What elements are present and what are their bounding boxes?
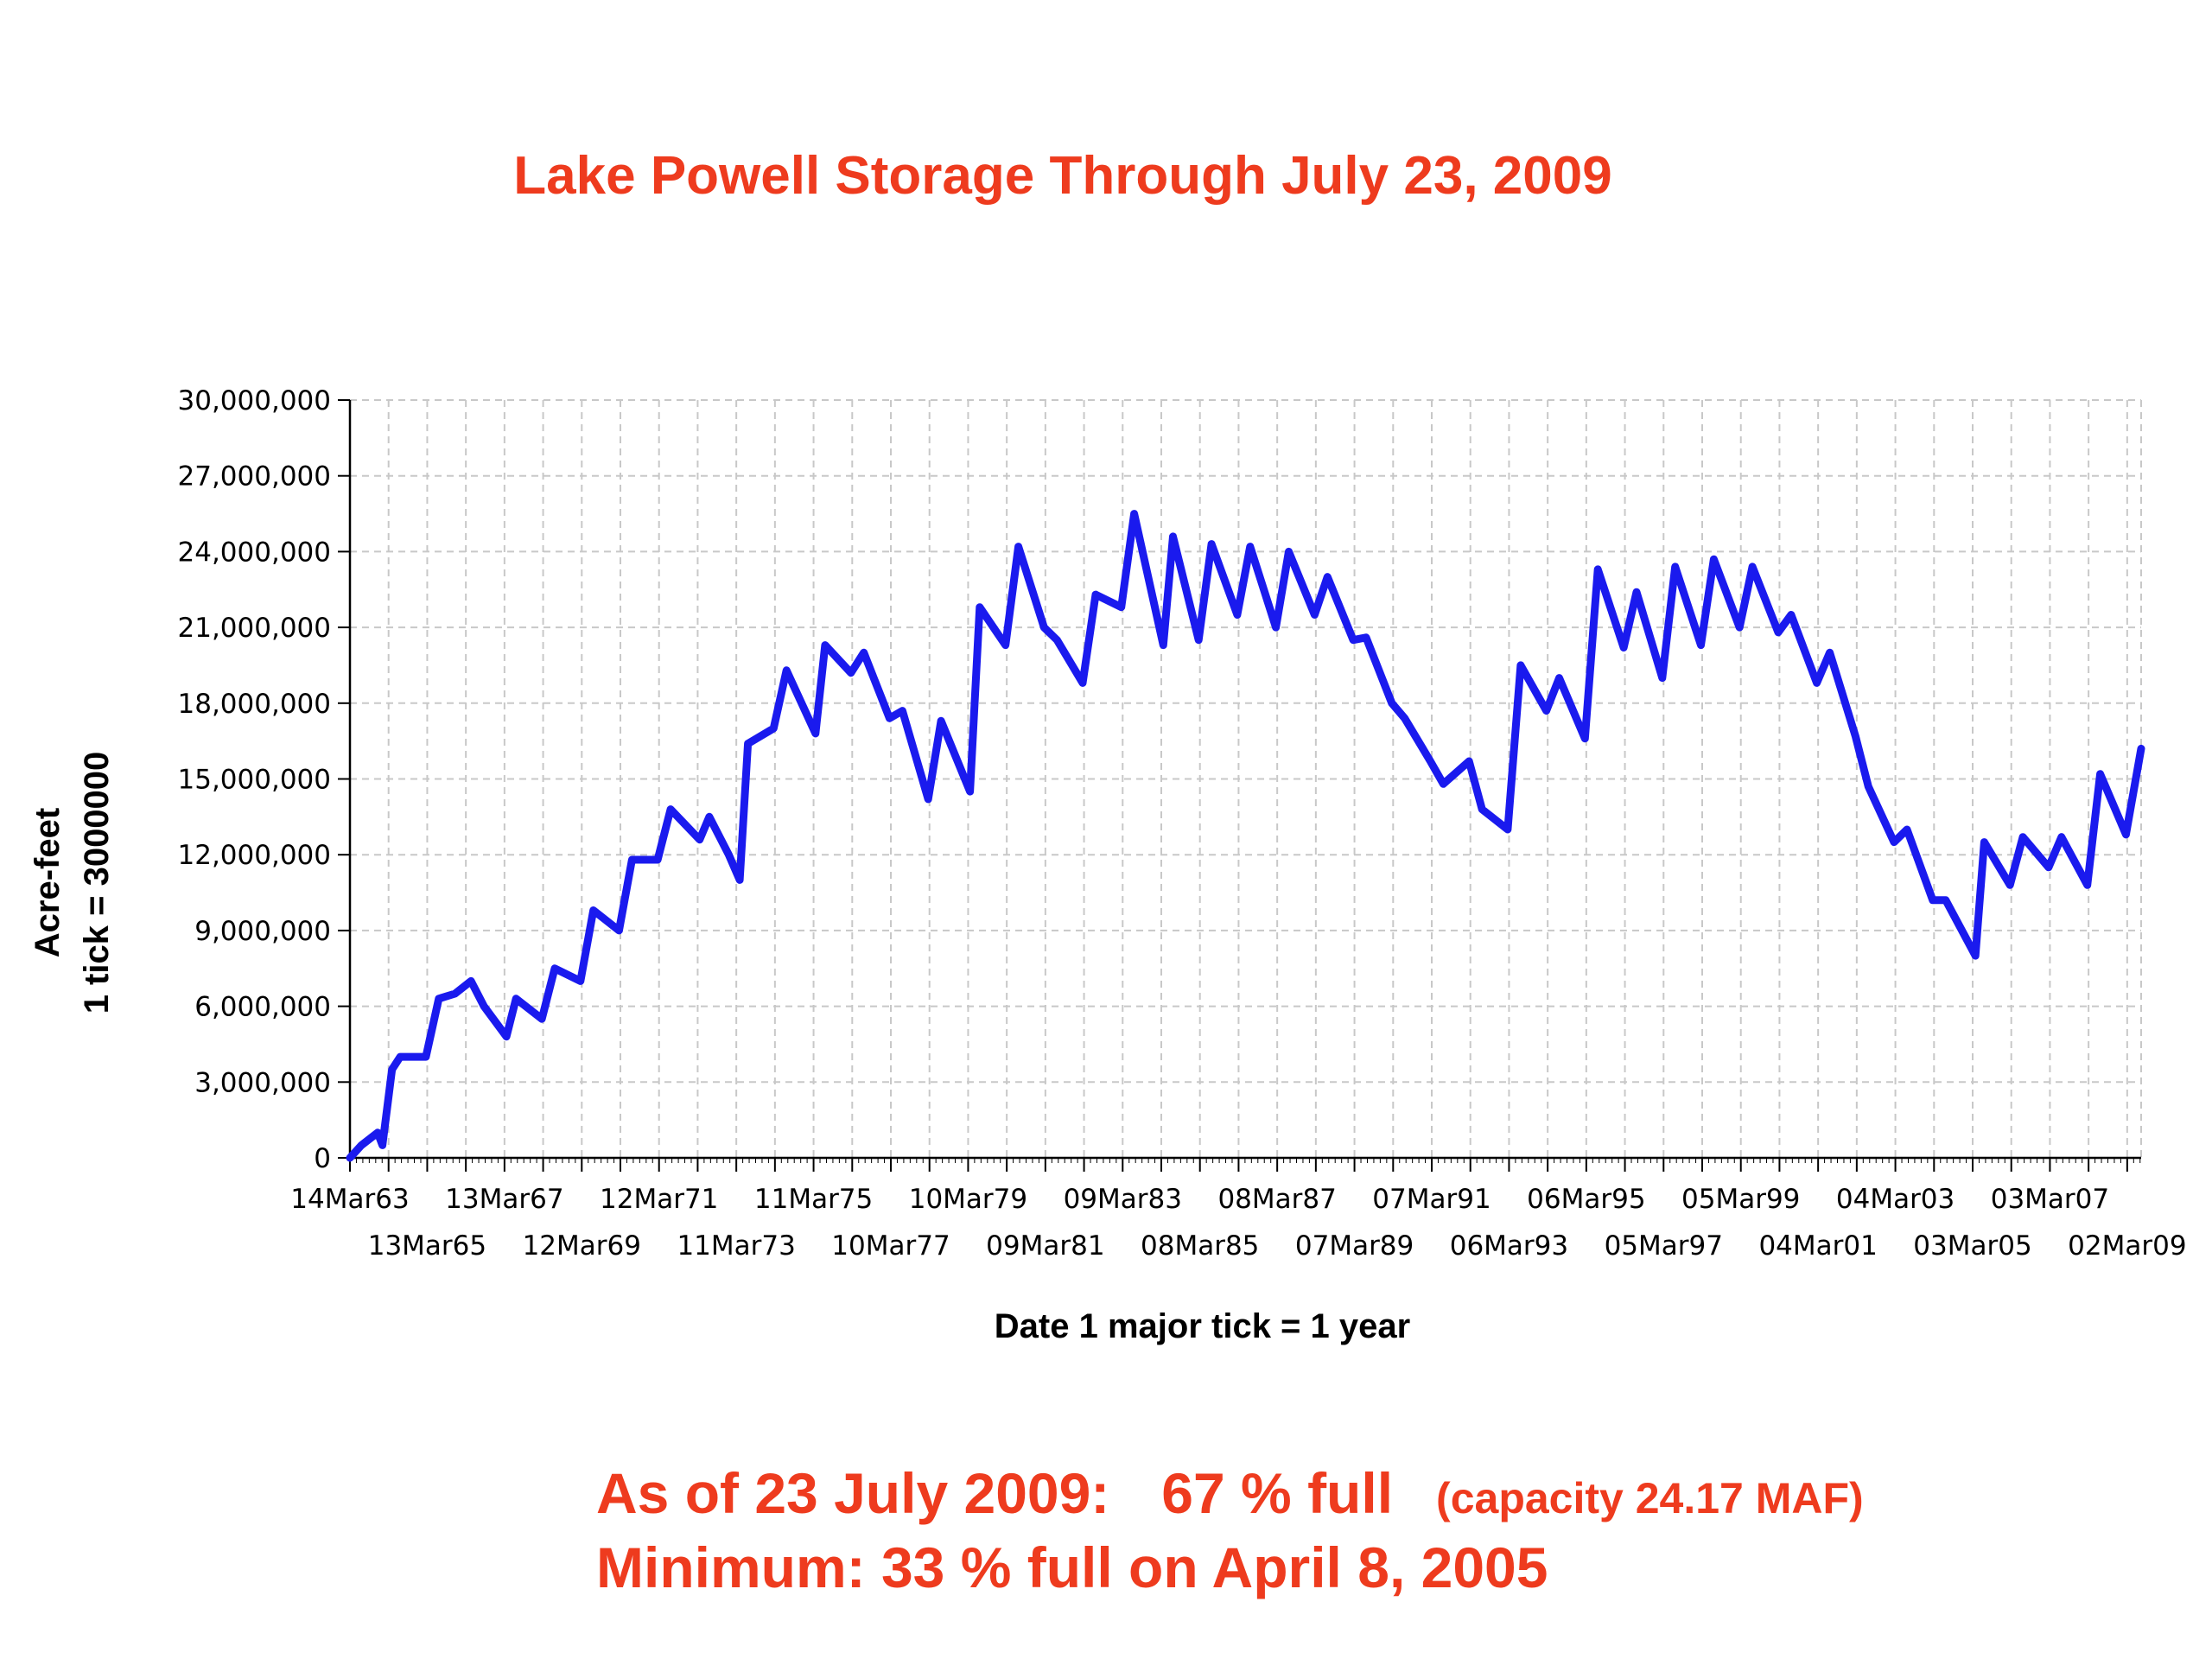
- y-tick-labels: 0 3,000,000 6,000,000 9,000,000 12,000,000 15…: [178, 385, 332, 1174]
- status-capacity: (capacity 24.17 MAF): [1436, 1474, 1864, 1522]
- x-tick-label: 13Mar67: [445, 1184, 563, 1215]
- x-tick-label: 04Mar03: [1836, 1184, 1955, 1215]
- x-tick-label: 09Mar83: [1064, 1184, 1182, 1215]
- status-date: As of 23 July 2009:: [596, 1461, 1110, 1525]
- y-axis-subtitle: 1 tick = 3000000: [78, 752, 116, 1014]
- x-tick-label: 13Mar65: [368, 1230, 486, 1262]
- y-axis-title: Acre-feet: [29, 808, 67, 957]
- y-tick-label: 6,000,000: [194, 992, 331, 1023]
- x-tick-label: 05Mar97: [1605, 1230, 1723, 1262]
- x-tick-label: 04Mar01: [1758, 1230, 1877, 1262]
- x-tick-label: 05Mar99: [1681, 1184, 1800, 1215]
- x-tick-label: 03Mar07: [1991, 1184, 2109, 1215]
- status-note-current: As of 23 July 2009: 67 % full (capacity 24…: [596, 1460, 1864, 1526]
- x-tick-label: 07Mar89: [1295, 1230, 1414, 1262]
- x-tick-label: 10Mar79: [909, 1184, 1027, 1215]
- y-tick-label: 30,000,000: [178, 385, 332, 416]
- y-tick-label: 0: [314, 1143, 331, 1174]
- x-tick-label: 11Mar75: [754, 1184, 873, 1215]
- x-tick-labels: 14Mar63 13Mar67 12Mar71 11Mar75 10Mar79 09Mar…: [290, 1184, 2186, 1262]
- x-tick-label: 03Mar05: [1913, 1230, 2031, 1262]
- series-group: [346, 510, 2145, 1162]
- y-tick-label: 24,000,000: [178, 537, 332, 568]
- x-tick-label: 12Mar71: [600, 1184, 718, 1215]
- y-tick-label: 15,000,000: [178, 765, 332, 796]
- y-tick-label: 21,000,000: [178, 613, 332, 644]
- y-tick-label: 27,000,000: [178, 461, 332, 493]
- x-tick-label: 06Mar95: [1527, 1184, 1645, 1215]
- x-tick-label: 07Mar91: [1372, 1184, 1491, 1215]
- x-tick-label: 08Mar87: [1217, 1184, 1336, 1215]
- x-axis-title: Date 1 major tick = 1 year: [995, 1307, 1410, 1345]
- y-tick-label: 18,000,000: [178, 689, 332, 720]
- x-tick-label: 09Mar81: [986, 1230, 1104, 1262]
- x-tick-label: 14Mar63: [290, 1184, 409, 1215]
- x-tick-label: 02Mar09: [2068, 1230, 2186, 1262]
- y-tick-label: 3,000,000: [194, 1067, 331, 1098]
- axes: [338, 399, 2141, 1172]
- series-line: [346, 510, 2145, 1162]
- grid-lines: [350, 399, 2142, 1158]
- y-tick-label: 9,000,000: [194, 916, 331, 947]
- y-tick-label: 12,000,000: [178, 840, 332, 871]
- status-note-minimum: Minimum: 33 % full on April 8, 2005: [596, 1535, 1548, 1599]
- x-tick-label: 06Mar93: [1450, 1230, 1568, 1262]
- x-tick-label: 08Mar85: [1141, 1230, 1259, 1262]
- x-tick-label: 10Mar77: [831, 1230, 950, 1262]
- status-percent: 67 % full: [1161, 1461, 1394, 1525]
- x-tick-label: 12Mar69: [523, 1230, 641, 1262]
- x-tick-label: 11Mar73: [677, 1230, 795, 1262]
- chart-title: Lake Powell Storage Through July 23, 200…: [513, 146, 1612, 206]
